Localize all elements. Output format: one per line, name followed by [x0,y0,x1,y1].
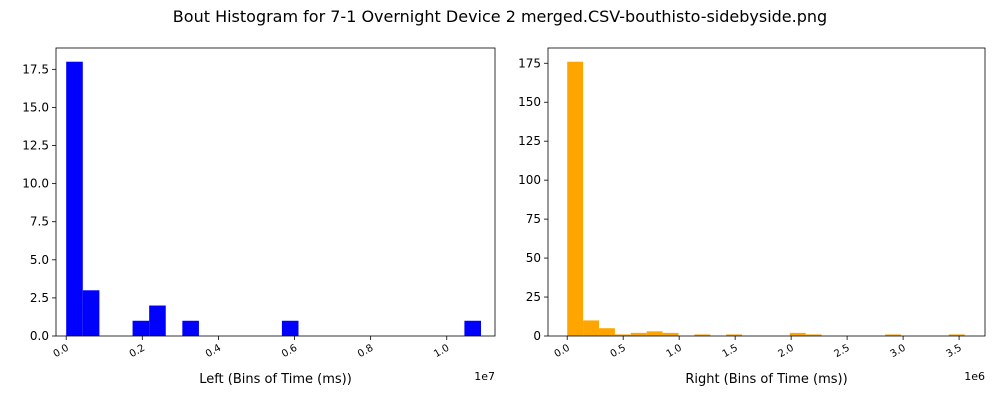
left-ytick-label-1: 2.5 [30,291,49,305]
right-axes-frame [547,47,986,337]
left-ytick-label-5: 12.5 [22,139,49,153]
right-bar-20 [885,334,902,336]
right-xtick-label-4: 2.0 [777,343,796,360]
left-bar-0 [66,61,83,336]
right-bar-24 [948,334,965,336]
left-ytick-label-3: 7.5 [30,215,49,229]
left-histogram-panel: 0.0 0.2 0.4 0.6 0.8 1.0 0.0 2.5 5.0 7.5 10.0 12.5 15… [22,47,496,387]
right-bar-15 [805,334,822,336]
left-axes-frame [55,47,496,337]
left-xtick-label-4: 0.8 [356,343,375,360]
right-ytick-label-5: 125 [518,134,541,148]
right-ytick-label-6: 150 [518,95,541,109]
right-bar-10 [726,334,743,336]
left-ytick-label-7: 17.5 [22,62,49,76]
left-bar-24 [464,320,481,336]
left-xtick-label-3: 0.6 [280,343,299,360]
right-bar-2 [599,328,615,336]
right-xtick-label-3: 1.5 [721,343,740,360]
right-bar-0 [567,61,584,336]
left-xtick-label-1: 0.2 [128,343,147,360]
right-bar-4 [630,332,647,336]
right-ytick-label-0: 0 [533,329,541,343]
left-ytick-label-6: 15.0 [22,100,49,114]
right-bar-8 [694,334,711,336]
right-bar-6 [662,332,679,336]
right-bar-5 [646,331,663,336]
left-bar-1 [82,290,100,336]
right-xtick-label-6: 3.0 [889,343,908,360]
right-ytick-label-4: 100 [518,173,541,187]
right-ytick-label-2: 50 [526,251,541,265]
left-x-axis-label: Left (Bins of Time (ms)) [199,372,352,387]
right-bar-3 [614,334,631,336]
right-xtick-label-1: 0.5 [609,343,628,360]
right-ytick-label-1: 25 [526,290,541,304]
left-bar-13 [281,320,299,336]
right-ytick-label-3: 75 [526,212,541,226]
left-bar-4 [132,320,150,336]
right-xtick-label-0: 0.0 [553,343,572,360]
right-bar-1 [583,320,600,336]
left-xtick-label-0: 0.0 [52,343,71,360]
right-x-axis-label: Right (Bins of Time (ms)) [685,372,847,387]
left-x-offset-text: 1e7 [474,370,495,383]
right-ytick-label-7: 175 [518,56,541,70]
right-xtick-label-7: 3.5 [945,343,964,360]
right-bar-14 [789,332,806,336]
left-ytick-label-2: 5.0 [30,253,49,267]
right-xtick-label-5: 2.5 [833,343,852,360]
left-xtick-label-2: 0.4 [204,343,223,360]
right-x-offset-text: 1e6 [964,370,985,383]
left-xtick-label-5: 1.0 [432,343,451,360]
left-ytick-label-4: 10.0 [22,177,49,191]
figure-title: Bout Histogram for 7-1 Overnight Device … [173,7,827,26]
right-xtick-label-2: 1.0 [665,343,684,360]
left-bar-5 [149,305,166,336]
left-bar-7 [182,320,199,336]
right-histogram-panel: 0.0 0.5 1.0 1.5 2.0 2.5 3.0 3.5 0 25 50 75 100 125 150… [518,47,986,387]
left-ytick-label-0: 0.0 [30,329,49,343]
